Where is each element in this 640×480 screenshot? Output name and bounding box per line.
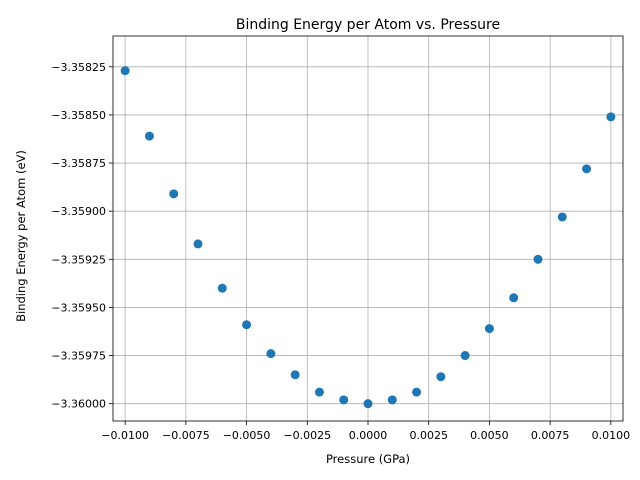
chart-title: Binding Energy per Atom vs. Pressure bbox=[236, 17, 500, 33]
data-point bbox=[193, 239, 203, 249]
data-point bbox=[484, 324, 494, 334]
x-tick-label: −0.0025 bbox=[283, 429, 331, 442]
data-point bbox=[557, 212, 567, 222]
y-tick-label: −3.35950 bbox=[51, 301, 106, 314]
data-point bbox=[606, 112, 616, 122]
data-point bbox=[266, 349, 276, 359]
y-tick-label: −3.36000 bbox=[51, 398, 106, 411]
x-tick-label: 0.0025 bbox=[409, 429, 448, 442]
data-point bbox=[387, 395, 397, 405]
data-point bbox=[169, 189, 179, 199]
x-tick-label: 0.0075 bbox=[531, 429, 570, 442]
data-point bbox=[582, 164, 592, 174]
y-tick-label: −3.35900 bbox=[51, 205, 106, 218]
data-point bbox=[339, 395, 349, 405]
x-tick-label: −0.0100 bbox=[101, 429, 149, 442]
y-tick-label: −3.35825 bbox=[51, 61, 106, 74]
grid bbox=[113, 36, 623, 421]
x-tick-label: 0.0000 bbox=[349, 429, 388, 442]
x-tick-label: −0.0050 bbox=[223, 429, 271, 442]
y-axis: −3.36000 −3.35975 −3.35950 −3.35925 −3.35900… bbox=[51, 61, 113, 411]
y-tick-label: −3.35875 bbox=[51, 157, 106, 170]
x-axis-title: Pressure (GPa) bbox=[326, 452, 410, 466]
data-point bbox=[242, 320, 252, 330]
x-tick-label: −0.0075 bbox=[162, 429, 210, 442]
y-tick-label: −3.35850 bbox=[51, 109, 106, 122]
x-tick-label: 0.0050 bbox=[470, 429, 509, 442]
data-point bbox=[412, 387, 422, 397]
data-point bbox=[290, 370, 300, 380]
data-point bbox=[217, 283, 227, 293]
x-axis: −0.0100 −0.0075 −0.0050 −0.0025 0.0000 0.0025… bbox=[101, 421, 630, 442]
data-point bbox=[314, 387, 324, 397]
data-point bbox=[144, 131, 154, 141]
data-point bbox=[363, 399, 373, 409]
data-point bbox=[460, 351, 470, 361]
y-axis-title: Binding Energy per Atom (eV) bbox=[14, 150, 28, 322]
data-points bbox=[120, 66, 616, 409]
data-point bbox=[436, 372, 446, 382]
y-tick-label: −3.35925 bbox=[51, 253, 106, 266]
data-point bbox=[533, 254, 543, 264]
data-point bbox=[120, 66, 130, 76]
x-tick-label: 0.0100 bbox=[592, 429, 631, 442]
y-tick-label: −3.35975 bbox=[51, 350, 106, 363]
data-point bbox=[509, 293, 519, 303]
